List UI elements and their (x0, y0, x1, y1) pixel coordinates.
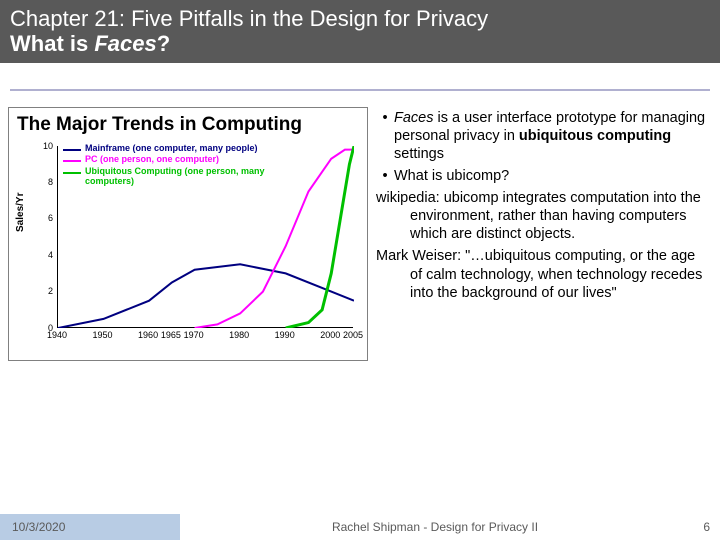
title-line2: What is Faces? (10, 31, 710, 56)
title-area: Chapter 21: Five Pitfalls in the Design … (0, 0, 720, 63)
chart-legend: Mainframe (one computer, many people)PC … (63, 144, 265, 190)
legend-item: Mainframe (one computer, many people) (63, 144, 265, 154)
ytick-label: 0 (33, 323, 53, 333)
xtick-label: 1990 (275, 330, 295, 340)
legend-swatch (63, 149, 81, 151)
chart-title: The Major Trends in Computing (13, 114, 363, 142)
legend-label: Ubiquitous Computing (one person, many c… (85, 167, 265, 187)
ytick-label: 6 (33, 213, 53, 223)
xtick-label: 2005 (343, 330, 363, 340)
legend-swatch (63, 172, 81, 174)
chart-body: Sales/Yr Mainframe (one computer, many p… (13, 142, 361, 354)
legend-item: Ubiquitous Computing (one person, many c… (63, 167, 265, 187)
subtitle-bar (10, 65, 710, 91)
footer: 10/3/2020 Rachel Shipman - Design for Pr… (0, 514, 720, 540)
legend-label: PC (one person, one computer) (85, 155, 219, 165)
text-column: • Faces is a user interface prototype fo… (376, 107, 708, 532)
xtick-label: 1970 (184, 330, 204, 340)
legend-swatch (63, 160, 81, 162)
chart-ylabel: Sales/Yr (15, 192, 26, 231)
xtick-label: 2000 (320, 330, 340, 340)
bullet-1: • Faces is a user interface prototype fo… (376, 109, 708, 163)
xtick-label: 1965 (161, 330, 181, 340)
slide: Chapter 21: Five Pitfalls in the Design … (0, 0, 720, 540)
ytick-label: 8 (33, 177, 53, 187)
footer-center: Rachel Shipman - Design for Privacy II (180, 514, 690, 540)
chart-frame: The Major Trends in Computing Sales/Yr M… (8, 107, 368, 361)
bullet-icon: • (376, 109, 394, 163)
para-weiser: Mark Weiser: "…ubiquitous computing, or … (376, 247, 708, 301)
ytick-label: 2 (33, 286, 53, 296)
bullet-2: • What is ubicomp? (376, 167, 708, 185)
legend-item: PC (one person, one computer) (63, 155, 265, 165)
ytick-label: 4 (33, 250, 53, 260)
chart-column: The Major Trends in Computing Sales/Yr M… (8, 107, 368, 532)
xtick-label: 1960 (138, 330, 158, 340)
xtick-label: 1950 (93, 330, 113, 340)
para-wikipedia: wikipedia: ubicomp integrates computatio… (376, 189, 708, 243)
footer-date: 10/3/2020 (0, 514, 180, 540)
ytick-label: 10 (33, 141, 53, 151)
xtick-label: 1980 (229, 330, 249, 340)
title-line1: Chapter 21: Five Pitfalls in the Design … (10, 6, 710, 31)
bullet-icon: • (376, 167, 394, 185)
content-area: The Major Trends in Computing Sales/Yr M… (0, 91, 720, 540)
legend-label: Mainframe (one computer, many people) (85, 144, 258, 154)
footer-page: 6 (690, 514, 720, 540)
